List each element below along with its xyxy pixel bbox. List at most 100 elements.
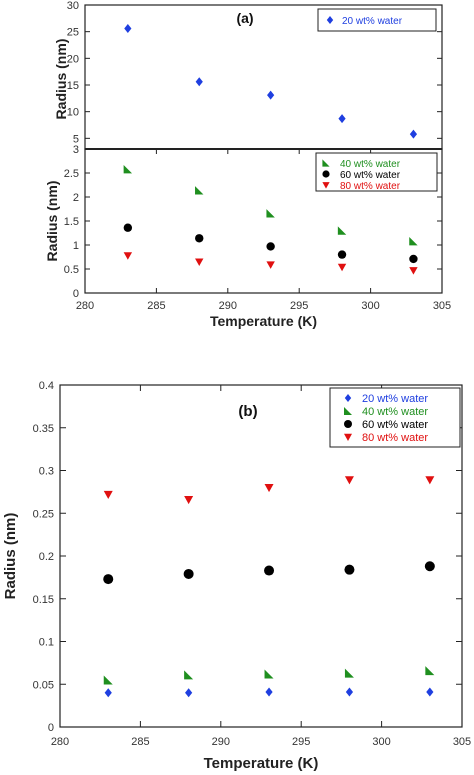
b-data-point [426, 687, 434, 697]
a-top-data-point [409, 129, 418, 139]
a-bottom-data-point [195, 234, 204, 243]
b-data-point [103, 490, 113, 499]
b-data-point [184, 495, 194, 505]
a-x-tick-label: 300 [361, 300, 379, 312]
a-top-legend-label: 20 wt% water [342, 16, 403, 27]
b-x-tick-label: 285 [131, 736, 149, 748]
b-x-tick-label: 280 [51, 736, 69, 748]
a-bottom-data-point [123, 223, 133, 232]
a-bottom-data-point [266, 209, 275, 218]
b-y-tick-label: 0 [48, 722, 54, 734]
b-data-point [103, 574, 114, 585]
b-y-axis-label: Radius (nm) [2, 513, 19, 600]
a-bottom-legend-box [315, 152, 438, 192]
b-data-point [103, 675, 113, 685]
b-legend-box [329, 387, 461, 448]
a-bottom-legend-label: 60 wt% water [340, 170, 401, 181]
b-data-point [344, 476, 354, 485]
b-data-point [184, 670, 194, 680]
a-bottom-data-point [266, 242, 275, 251]
a-top-legend-box [317, 8, 437, 32]
a-bottom-data-point [337, 226, 347, 235]
a-bottom-data-point [266, 261, 275, 269]
b-x-tick-label: 305 [453, 736, 471, 748]
a-top-y-tick-label: 10 [67, 107, 79, 119]
a-bottom-y-tick-label: 2.5 [64, 168, 79, 180]
a-bottom-data-point [195, 186, 204, 195]
a-bottom-y-tick-label: 0.5 [64, 264, 79, 276]
b-data-point [104, 688, 112, 698]
a-x-axis-label: Temperature (K) [210, 313, 317, 329]
a-bottom-data-point [409, 236, 418, 246]
a-bottom-y-tick-label: 2 [73, 192, 79, 204]
a-top-y-tick-label: 25 [67, 27, 79, 39]
a-top-y-tick-label: 15 [67, 80, 79, 92]
b-data-point [185, 688, 193, 698]
a-bottom-legend-marker [322, 182, 330, 189]
b-legend-label: 80 wt% water [362, 432, 428, 444]
b-y-tick-label: 0.35 [33, 423, 54, 435]
a-top-data-point [124, 23, 132, 33]
a-bottom-legend-label: 40 wt% water [340, 159, 401, 170]
a-bottom-data-point [409, 267, 418, 275]
a-top-y-tick-label: 5 [73, 133, 79, 145]
a-x-tick-label: 280 [76, 300, 94, 312]
a-bottom-y-tick-label: 1.5 [64, 216, 79, 228]
a-x-tick-label: 295 [290, 300, 308, 312]
b-x-tick-label: 295 [292, 736, 310, 748]
b-data-point [425, 666, 435, 676]
a-bottom-data-point [337, 263, 347, 272]
a-panel-label: (a) [236, 10, 253, 26]
b-data-point [264, 669, 274, 679]
a-bottom-legend-marker [322, 159, 330, 167]
b-data-point [265, 687, 273, 697]
b-legend-marker [344, 394, 352, 402]
b-y-tick-label: 0.2 [39, 551, 54, 563]
a-bottom-y-axis-label: Radius (nm) [44, 181, 60, 262]
b-legend-marker [344, 433, 352, 441]
b-legend-marker [344, 420, 352, 428]
a-bottom-legend-label: 80 wt% water [340, 181, 401, 192]
b-y-tick-label: 0.4 [39, 380, 54, 392]
b-data-point [424, 561, 435, 572]
b-legend-label: 40 wt% water [362, 406, 428, 418]
a-x-tick-label: 290 [219, 300, 237, 312]
b-data-point [264, 484, 274, 493]
b-legend-label: 60 wt% water [362, 419, 428, 431]
a-x-tick-label: 285 [147, 300, 165, 312]
b-y-tick-label: 0.1 [39, 637, 54, 649]
a-bottom-legend-marker [322, 170, 330, 178]
a-top-y-tick-label: 20 [67, 53, 79, 65]
a-top-data-point [267, 90, 275, 100]
a-bottom-data-point [123, 164, 133, 174]
a-bottom-data-point [337, 250, 347, 259]
b-data-point [345, 687, 354, 697]
a-x-tick-label: 305 [433, 300, 451, 312]
b-legend-marker [344, 407, 352, 415]
b-data-point [264, 565, 275, 576]
b-y-tick-label: 0.05 [33, 679, 54, 691]
b-panel-label: (b) [238, 403, 257, 420]
b-x-tick-label: 290 [212, 736, 230, 748]
a-top-data-point [338, 114, 346, 124]
b-x-axis-label: Temperature (K) [204, 755, 319, 772]
b-y-tick-label: 0.15 [33, 594, 54, 606]
b-data-point [344, 564, 355, 575]
a-top-data-point [195, 77, 203, 87]
a-bottom-data-point [409, 254, 418, 264]
b-y-tick-label: 0.25 [33, 508, 54, 520]
b-data-point [344, 668, 354, 678]
b-data-point [425, 476, 435, 485]
a-bottom-y-tick-label: 1 [73, 240, 79, 252]
a-top-y-axis-label: Radius (nm) [53, 39, 69, 120]
a-top-legend-marker [326, 16, 334, 24]
b-y-tick-label: 0.3 [39, 466, 54, 478]
a-bottom-data-point [195, 258, 204, 266]
a-top-y-tick-label: 3 [73, 144, 79, 156]
b-legend-label: 20 wt% water [362, 393, 428, 405]
a-bottom-data-point [123, 252, 133, 260]
b-x-tick-label: 300 [372, 736, 390, 748]
a-bottom-y-tick-label: 0 [73, 288, 79, 300]
a-top-y-tick-label: 30 [67, 0, 79, 12]
